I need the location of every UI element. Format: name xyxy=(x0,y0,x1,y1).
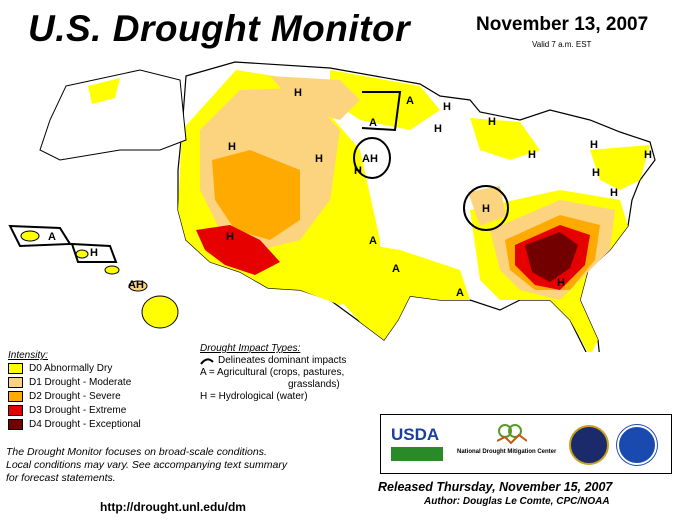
note-line3: for forecast statements. xyxy=(6,472,116,484)
d0-northeast xyxy=(590,145,650,190)
d0-north xyxy=(330,70,440,130)
hawaii-oahu xyxy=(104,265,120,275)
label-h-iowa: H xyxy=(482,203,490,215)
author: Author: Douglas Le Comte, CPC/NOAA xyxy=(424,496,610,507)
released-date: Released Thursday, November 15, 2007 xyxy=(378,480,613,494)
impact-boundary-ah xyxy=(353,137,391,179)
d1-north xyxy=(270,76,360,120)
label-h-oregon: H xyxy=(228,141,236,153)
label-a-hawaii: A xyxy=(48,231,56,243)
valid-time: Valid 7 a.m. EST xyxy=(532,40,592,49)
hawaii-big-island xyxy=(141,295,179,329)
ndmc-line1: National xyxy=(457,449,481,455)
noaa-logo xyxy=(617,425,657,465)
legend-swatch xyxy=(8,376,23,388)
d1-iowa xyxy=(468,186,506,226)
legend-swatch xyxy=(8,362,23,374)
alaska-outline xyxy=(39,69,187,161)
legend-items: D0 Abnormally Dry D1 Drought - Moderate D2… xyxy=(8,361,141,431)
impact-boundary-icon xyxy=(200,358,214,365)
label-h-montana: H xyxy=(294,87,302,99)
usda-logo-graphic xyxy=(391,447,443,461)
label-a-louisiana: A xyxy=(456,287,464,299)
map-date: November 13, 2007 xyxy=(476,14,649,35)
impact-line2: A = Agricultural (crops, pastures, xyxy=(200,367,345,378)
page-title: U.S. Drought Monitor xyxy=(28,8,410,49)
impact-line3: grasslands) xyxy=(288,379,340,390)
legend-label: D0 Abnormally Dry xyxy=(29,362,113,374)
label-ah-plains: AH xyxy=(362,153,378,165)
legend-item: D3 Drought - Extreme xyxy=(8,403,141,417)
ndmc-line2: Drought Mitigation Center xyxy=(482,449,557,455)
legend-label: D2 Drought - Severe xyxy=(29,390,121,402)
note-line2: Local conditions may vary. See accompany… xyxy=(6,459,288,471)
label-h-georgia: H xyxy=(557,277,565,289)
usda-logo: USDA xyxy=(391,425,440,444)
label-a-kansas: A xyxy=(369,235,377,247)
legend: Intensity: D0 Abnormally Dry D1 Drought -… xyxy=(8,350,141,431)
legend-item: D1 Drought - Moderate xyxy=(8,375,141,389)
label-h-idaho: H xyxy=(315,153,323,165)
legend-swatch xyxy=(8,404,23,416)
label-h-newyork: H xyxy=(590,139,598,151)
label-h-pennsylvania: H xyxy=(592,167,600,179)
hawaii-impact-a xyxy=(8,224,72,248)
label-a-texas: A xyxy=(392,263,400,275)
d3-california xyxy=(196,225,280,275)
website-url[interactable]: http://drought.unl.edu/dm xyxy=(100,500,246,514)
legend-swatch xyxy=(8,390,23,402)
ndmc-logo-icon xyxy=(496,423,528,445)
impact-line1-text: Delineates dominant impacts xyxy=(218,355,347,366)
legend-item: D0 Abnormally Dry xyxy=(8,361,141,375)
label-h-maryland: H xyxy=(610,187,618,199)
logo-box: USDA National Drought Mitigation Center xyxy=(380,414,672,474)
commerce-seal xyxy=(569,425,609,465)
drought-map: H A H A H AH H H H H H H H H H H H A A A… xyxy=(8,61,656,352)
label-h-wisconsin: H xyxy=(488,116,496,128)
note: The Drought Monitor focuses on broad-sca… xyxy=(6,446,366,485)
alaska-d0 xyxy=(88,78,120,104)
note-line1: The Drought Monitor focuses on broad-sca… xyxy=(6,446,267,458)
d2-west xyxy=(212,150,300,240)
legend-item: D2 Drought - Severe xyxy=(8,389,141,403)
hawaii-maui xyxy=(128,280,148,292)
ndmc-logo-text: National Drought Mitigation Center xyxy=(457,449,556,455)
label-h-california: H xyxy=(226,231,234,243)
legend-label: D1 Drought - Moderate xyxy=(29,376,132,388)
hawaii-niihau xyxy=(20,230,40,242)
label-ah-hawaii: AH xyxy=(128,279,144,291)
impact-title: Drought Impact Types: xyxy=(200,343,301,354)
legend-title: Intensity: xyxy=(8,350,49,361)
impact-line1: Delineates dominant impacts xyxy=(200,355,375,367)
d0-greatlakes xyxy=(470,118,540,160)
impact-boundary-north xyxy=(361,91,402,132)
label-h-hawaii: H xyxy=(90,247,98,259)
label-h-michigan: H xyxy=(434,123,442,135)
d0-south xyxy=(340,240,470,340)
label-h-newengland: H xyxy=(644,149,652,161)
impact-types: Drought Impact Types: Delineates dominan… xyxy=(200,343,375,403)
legend-swatch xyxy=(8,418,23,430)
label-h-nebraska: H xyxy=(354,165,362,177)
d4-southeast xyxy=(525,232,578,282)
label-h-minnesota: H xyxy=(443,101,451,113)
hawaii-impact-h xyxy=(70,242,118,263)
label-h-ohio: H xyxy=(528,149,536,161)
legend-item: D4 Drought - Exceptional xyxy=(8,417,141,431)
impact-line4: H = Hydrological (water) xyxy=(200,391,308,402)
hawaii-kauai xyxy=(75,249,89,259)
label-a-southdakota: A xyxy=(369,117,377,129)
legend-label: D3 Drought - Extreme xyxy=(29,404,127,416)
label-a-northdakota: A xyxy=(406,95,414,107)
impact-boundary-iowa xyxy=(463,185,509,231)
legend-label: D4 Drought - Exceptional xyxy=(29,418,141,430)
